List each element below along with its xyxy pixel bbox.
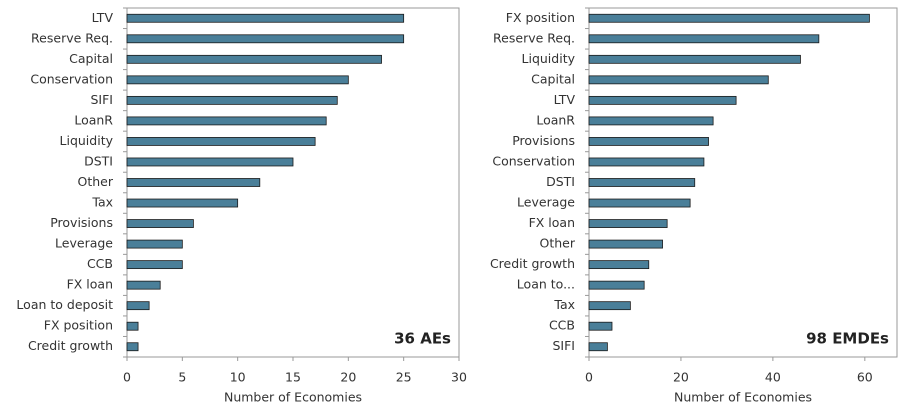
y-tick-label: LoanR [536, 112, 575, 127]
x-tick-label: 20 [673, 370, 689, 385]
y-tick-label: FX loan [67, 277, 113, 292]
bar [126, 219, 194, 228]
annotation: 36 AEs [394, 330, 451, 348]
x-tick-label: 15 [285, 370, 301, 385]
bar [126, 116, 327, 126]
y-tick-label: CCB [549, 318, 575, 333]
y-tick-label: SIFI [553, 338, 576, 353]
bar [126, 280, 161, 290]
y-tick-label: Loan to deposit [16, 297, 113, 312]
y-tick-label: Credit growth [490, 256, 575, 271]
y-tick-label: SIFI [91, 92, 114, 107]
x-tick-label: 0 [585, 370, 593, 385]
bar [588, 219, 668, 228]
bar [126, 137, 316, 146]
bar [126, 54, 382, 64]
bar [126, 13, 405, 23]
bar [126, 342, 139, 352]
bar [588, 239, 663, 249]
x-tick-label: 40 [765, 370, 781, 385]
x-tick-label: 5 [178, 370, 186, 385]
y-tick-label: Tax [91, 195, 113, 210]
y-tick-label: Tax [553, 297, 575, 312]
y-tick-label: LoanR [74, 112, 113, 127]
y-tick-label: Capital [531, 71, 575, 86]
bar [588, 116, 714, 126]
x-tick-label: 25 [396, 370, 412, 385]
y-tick-label: Conservation [30, 71, 113, 86]
y-tick-label: LTV [92, 10, 114, 25]
bar [126, 178, 261, 187]
bar [126, 198, 239, 208]
x-axis-label: Number of Economies [674, 390, 812, 405]
x-tick-label: 60 [857, 370, 873, 385]
x-tick-label: 10 [230, 370, 246, 385]
bar [588, 54, 801, 64]
y-tick-label: Leverage [517, 195, 575, 210]
bar [126, 34, 405, 44]
y-tick-label: Other [78, 174, 114, 189]
y-tick-label: Reserve Req. [31, 30, 113, 45]
bar [126, 75, 349, 85]
y-tick-label: CCB [87, 256, 113, 271]
bar [588, 178, 696, 187]
y-tick-label: Credit growth [28, 338, 113, 353]
bar [126, 301, 150, 311]
bar [588, 321, 613, 331]
y-tick-label: Liquidity [60, 133, 114, 148]
bar [588, 198, 691, 208]
bar [588, 75, 769, 85]
bar [126, 260, 183, 270]
y-tick-label: DSTI [546, 174, 575, 189]
y-tick-label: Capital [69, 51, 113, 66]
bar [126, 95, 338, 105]
bar [126, 239, 183, 249]
y-tick-label: FX position [506, 10, 575, 25]
bar [588, 260, 650, 270]
x-tick-label: 0 [123, 370, 131, 385]
x-axis-label: Number of Economies [224, 390, 362, 405]
y-tick-label: Liquidity [522, 51, 576, 66]
bar [588, 157, 705, 167]
annotation: 98 EMDEs [806, 330, 889, 348]
x-tick-label: 30 [451, 370, 467, 385]
bar [588, 280, 645, 290]
y-tick-label: DSTI [84, 153, 113, 168]
y-tick-label: Loan to... [517, 277, 575, 292]
bar [588, 34, 820, 44]
bar [126, 157, 294, 167]
y-tick-label: FX position [44, 318, 113, 333]
y-tick-label: Conservation [492, 153, 575, 168]
y-tick-label: FX loan [529, 215, 575, 230]
y-tick-label: Provisions [512, 133, 575, 148]
bar [588, 342, 608, 352]
bar [588, 301, 631, 311]
bar [126, 321, 139, 331]
y-tick-label: Provisions [50, 215, 113, 230]
y-tick-label: LTV [554, 92, 576, 107]
y-tick-label: Leverage [55, 236, 113, 251]
bar [588, 13, 870, 23]
bar [588, 95, 737, 105]
y-tick-label: Other [540, 236, 576, 251]
x-tick-label: 20 [340, 370, 356, 385]
bar [588, 137, 709, 146]
y-tick-label: Reserve Req. [493, 30, 575, 45]
